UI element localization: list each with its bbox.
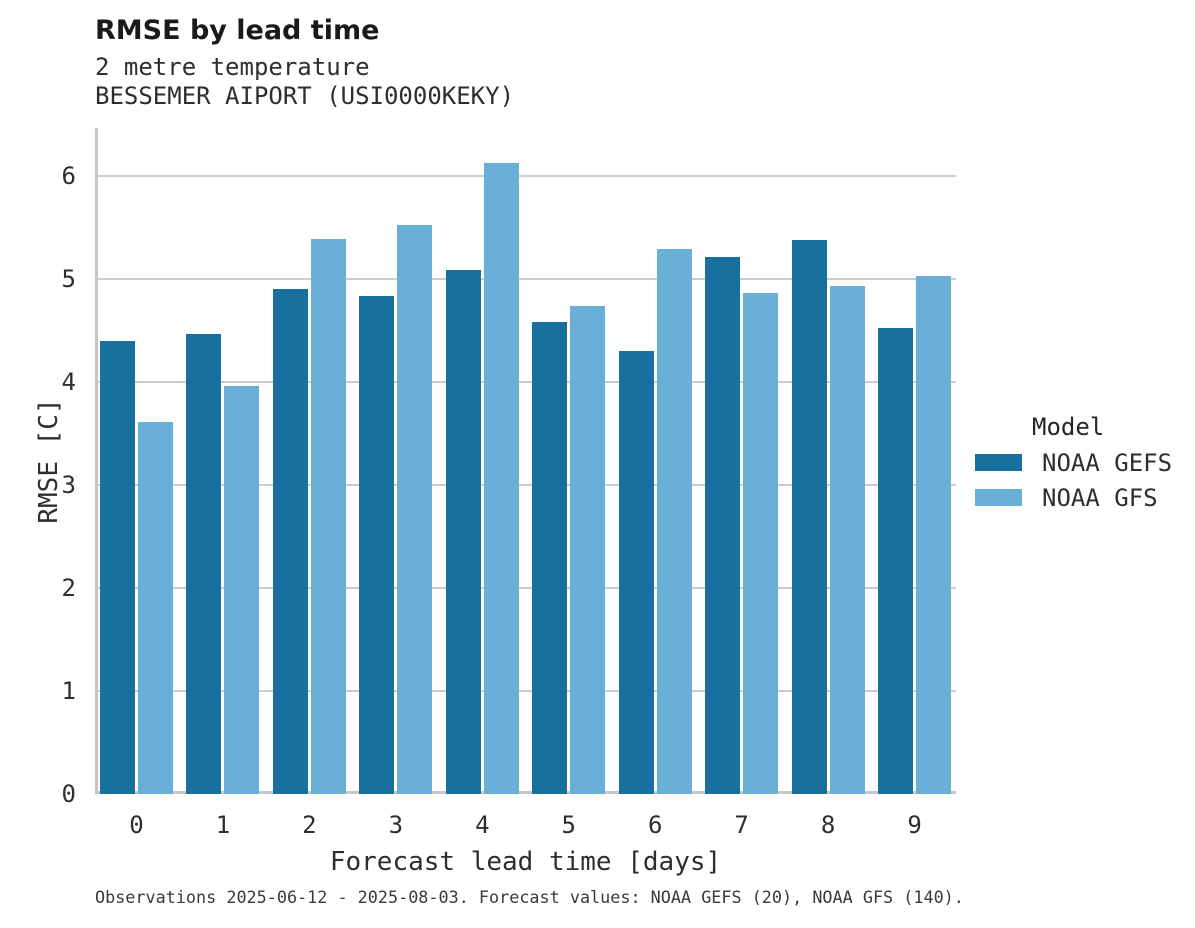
x-tick-7: 7 <box>734 811 749 839</box>
x-axis-baseline <box>95 791 956 794</box>
bar-noaa-gfs-0 <box>138 422 173 794</box>
gridline-y-2 <box>95 587 956 590</box>
bar-noaa-gfs-6 <box>656 249 692 794</box>
legend-label: NOAA GEFS <box>1042 448 1173 477</box>
gridline-y-4 <box>95 381 956 384</box>
x-tick-8: 8 <box>820 811 836 839</box>
bar-noaa-gfs-2 <box>310 239 346 794</box>
bar-noaa-gfs-1 <box>224 386 260 794</box>
legend-swatch <box>975 489 1022 506</box>
bar-noaa-gefs-7 <box>705 256 741 794</box>
y-tick-2: 2 <box>61 574 76 603</box>
bar-noaa-gefs-0 <box>100 341 135 794</box>
footer-note: Observations 2025-06-12 - 2025-08-03. Fo… <box>95 887 964 907</box>
bar-noaa-gefs-1 <box>186 333 222 794</box>
legend-title: Model <box>1032 413 1105 441</box>
bar-noaa-gfs-7 <box>743 292 779 794</box>
y-tick-5: 5 <box>61 265 76 294</box>
bar-noaa-gefs-5 <box>532 321 568 794</box>
x-tick-6: 6 <box>647 811 663 839</box>
legend-item-noaa-gefs: NOAA GEFS <box>975 445 1172 480</box>
gridline-y-1 <box>95 690 956 693</box>
x-tick-9: 9 <box>907 811 922 839</box>
bar-noaa-gfs-9 <box>916 276 952 794</box>
y-tick-1: 1 <box>61 677 76 706</box>
x-tick-3: 3 <box>388 811 404 839</box>
x-tick-1: 1 <box>215 811 231 839</box>
chart-subtitle-variable: 2 metre temperature <box>95 53 370 81</box>
bar-noaa-gefs-3 <box>359 295 395 794</box>
x-tick-2: 2 <box>302 811 317 839</box>
bar-noaa-gfs-8 <box>829 285 865 794</box>
chart-title: RMSE by lead time <box>95 15 380 46</box>
gridline-y-5 <box>95 278 956 281</box>
bar-noaa-gefs-2 <box>272 288 308 794</box>
x-axis-title: Forecast lead time [days] <box>329 847 722 877</box>
legend-label: NOAA GFS <box>1042 483 1158 512</box>
bar-noaa-gefs-9 <box>878 327 914 794</box>
x-tick-5: 5 <box>561 811 576 839</box>
chart-subtitle-station: BESSEMER AIPORT (USI0000KEKY) <box>95 82 515 110</box>
y-tick-0: 0 <box>61 780 76 808</box>
bar-noaa-gefs-6 <box>618 351 654 794</box>
legend-item-noaa-gfs: NOAA GFS <box>975 480 1172 515</box>
x-tick-4: 4 <box>475 811 490 839</box>
plot-area <box>95 128 956 794</box>
bar-noaa-gefs-4 <box>445 270 481 794</box>
y-tick-6: 6 <box>61 162 76 191</box>
bar-noaa-gefs-8 <box>791 240 827 794</box>
legend: NOAA GEFS NOAA GFS <box>975 445 1172 515</box>
gridline-y-6 <box>95 175 956 178</box>
gridline-y-3 <box>95 484 956 487</box>
y-axis-spine <box>95 128 98 794</box>
y-tick-3: 3 <box>61 471 76 500</box>
x-tick-0: 0 <box>129 811 144 839</box>
bar-noaa-gfs-5 <box>570 306 606 794</box>
bar-noaa-gfs-3 <box>397 224 433 794</box>
y-tick-4: 4 <box>61 368 76 397</box>
legend-swatch <box>975 454 1022 471</box>
bar-noaa-gfs-4 <box>483 163 519 794</box>
